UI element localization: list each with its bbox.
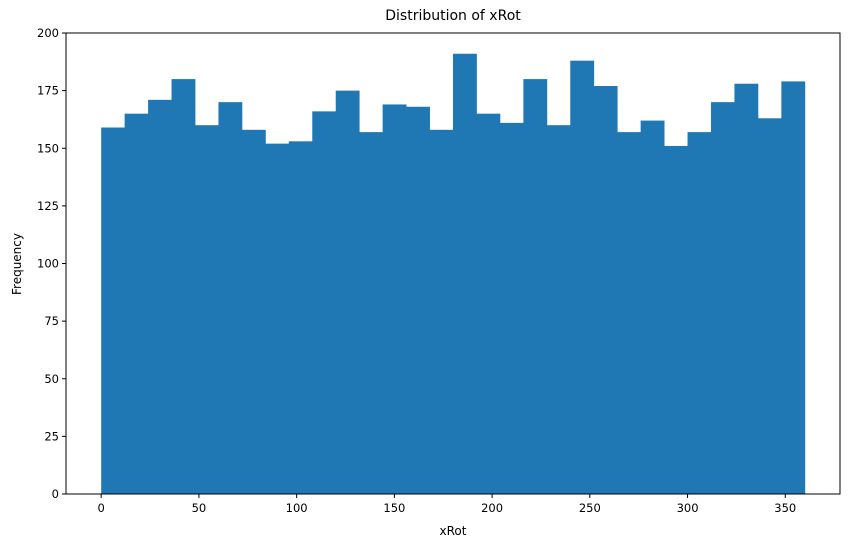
x-tick-label: 250	[579, 501, 601, 515]
histogram-bar	[265, 143, 290, 494]
histogram-bar	[757, 118, 782, 494]
histogram-bar	[499, 122, 524, 495]
x-tick-label: 200	[481, 501, 503, 515]
histogram-bar	[312, 111, 337, 495]
histogram-bar	[570, 60, 595, 494]
histogram-bar	[382, 104, 407, 494]
histogram-bar	[734, 83, 759, 495]
histogram-bar	[218, 102, 243, 495]
histogram-bar	[171, 79, 196, 494]
x-tick-label: 300	[677, 501, 699, 515]
x-tick-label: 0	[98, 501, 105, 515]
y-tick-label: 100	[37, 257, 59, 271]
plot-frame	[65, 32, 841, 495]
y-axis-label: Frequency	[10, 233, 24, 295]
histogram-bar	[429, 129, 454, 494]
histogram-bar	[241, 129, 266, 494]
histogram-bar	[124, 113, 149, 495]
y-tick-label: 50	[44, 372, 59, 386]
y-tick-label: 125	[37, 199, 59, 213]
y-tick-label: 75	[44, 314, 59, 328]
y-tick-label: 150	[37, 141, 59, 155]
histogram-bar	[453, 53, 477, 495]
y-tick-label: 25	[44, 429, 59, 443]
x-tick-label: 350	[774, 501, 796, 515]
histogram-bar	[546, 125, 571, 494]
x-axis-label: xRot	[440, 524, 467, 538]
chart-title: Distribution of xRot	[385, 8, 521, 24]
histogram-bar	[101, 127, 126, 494]
histogram-bar	[523, 79, 548, 494]
histogram-bar	[640, 120, 665, 494]
histogram-bar	[781, 81, 806, 494]
histogram-bar	[288, 141, 313, 494]
histogram-bar	[593, 86, 618, 494]
x-tick-label: 150	[383, 501, 405, 515]
y-tick-label: 200	[37, 26, 59, 40]
histogram-bar	[687, 132, 712, 495]
bars-group	[101, 53, 806, 495]
histogram-bar	[476, 113, 501, 495]
histogram-bar	[617, 132, 642, 495]
x-tick-label: 100	[286, 501, 308, 515]
histogram-bar	[195, 125, 219, 494]
x-axis: 0 50 100 150 200 250 300 350	[98, 494, 796, 515]
histogram-bar	[664, 145, 688, 494]
y-axis: 0 25 50 75 100 125 150 175 200	[37, 26, 66, 501]
histogram-bar	[148, 99, 172, 494]
histogram-bar	[711, 102, 735, 495]
y-tick-label: 0	[52, 487, 59, 501]
histogram-bar	[335, 90, 360, 494]
histogram-bar	[359, 132, 384, 495]
y-tick-label: 175	[37, 84, 59, 98]
histogram-bar	[406, 106, 430, 494]
x-tick-label: 50	[192, 501, 207, 515]
